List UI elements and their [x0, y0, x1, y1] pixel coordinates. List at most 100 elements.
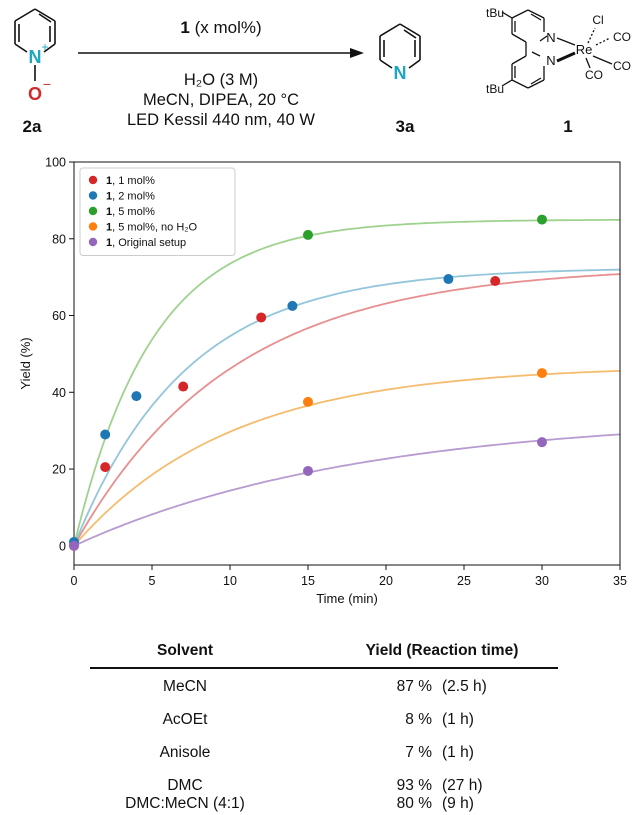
product-n-atom: N	[394, 63, 407, 83]
condition-line-2: MeCN, DIPEA, 20 °C	[142, 91, 300, 109]
x-tick-label: 25	[457, 574, 471, 588]
rhenium-catalyst-structure	[501, 9, 613, 89]
catalyst-co3-ligand: CO	[585, 68, 603, 82]
y-tick-label: 100	[45, 156, 66, 170]
data-point-series-5	[537, 437, 547, 448]
data-point-series-2	[131, 391, 142, 402]
condition-line-3: LED Kessil 440 nm, 40 W	[127, 111, 315, 129]
table-row: DMC 93 % (27 h)	[90, 769, 560, 802]
x-axis-label: Time (min)	[316, 591, 378, 606]
row-time: (2.5 h)	[442, 678, 487, 695]
substrate-n-atom: N	[29, 47, 42, 67]
x-tick-label: 30	[535, 574, 549, 588]
fit-curve-series-3	[73, 219, 620, 547]
row-solvent: DMC:MeCN (4:1)	[125, 795, 245, 812]
arrow-reagent-label: 1 (x mol%)	[90, 18, 352, 38]
tbu-bottom-label: tBu	[486, 82, 504, 96]
legend-entry: 1, 5 mol%	[106, 206, 155, 218]
catalyst-n2-atom: N	[546, 53, 555, 68]
product-label: 3a	[396, 117, 415, 136]
row-solvent: AcOEt	[162, 711, 208, 728]
arrow-reagent-text: (x mol%)	[189, 18, 262, 37]
row-time: (27 h)	[442, 777, 483, 794]
data-point-series-1	[178, 381, 189, 392]
row-time: (9 h)	[442, 795, 474, 812]
header-solvent: Solvent	[157, 642, 213, 659]
legend-entry: 1, 2 mol%	[106, 191, 155, 203]
table-row: DMC:MeCN (4:1) 80 % (9 h)	[90, 795, 560, 815]
substrate-minus-charge: −	[43, 76, 51, 92]
data-point-series-5	[303, 465, 313, 476]
row-yield: 93 %	[396, 777, 432, 794]
data-point-series-5	[69, 540, 79, 551]
table-row: Anisole 7 % (1 h)	[90, 736, 560, 769]
y-axis-label: Yield (%)	[18, 337, 33, 389]
data-point-series-1	[490, 275, 501, 286]
row-solvent: MeCN	[163, 678, 207, 695]
catalyst-co2-ligand: CO	[613, 59, 631, 73]
legend-marker	[88, 175, 98, 185]
row-time: (1 h)	[442, 711, 474, 728]
table-header-divider	[90, 667, 558, 669]
legend-marker	[88, 222, 98, 231]
x-tick-label: 5	[149, 574, 156, 588]
data-point-series-1	[100, 462, 111, 473]
fit-curve-series-5	[73, 433, 621, 547]
fit-curve-series-1	[73, 273, 621, 547]
data-point-series-3	[303, 229, 313, 240]
substrate-o-atom: O	[28, 84, 42, 104]
row-solvent: Anisole	[159, 744, 211, 761]
data-point-series-2	[287, 300, 298, 311]
x-tick-label: 0	[71, 574, 78, 588]
legend-entry: 1, Original setup	[106, 237, 186, 249]
yield-time-chart: 0 5 10 15 20 25 30 35 0 20 40 60 80 100 Time (min) Yiel…	[18, 156, 627, 607]
table-header-row: Solvent Yield (Reaction time)	[90, 634, 560, 667]
row-yield: 80 %	[396, 795, 432, 812]
row-time: (1 h)	[442, 744, 474, 761]
x-tick-label: 35	[613, 574, 627, 588]
catalyst-label: 1	[563, 117, 572, 136]
data-point-series-4	[537, 368, 547, 379]
legend-entry: 1, 5 mol%, no H₂O	[106, 222, 198, 234]
legend-marker	[88, 206, 98, 216]
fit-curve-series-4	[73, 370, 621, 547]
catalyst-n1-atom: N	[546, 30, 555, 45]
row-yield: 7 %	[405, 744, 432, 761]
table-row: MeCN 87 % (2.5 h)	[90, 670, 560, 703]
condition-line-1: H₂O (3 M)	[183, 71, 259, 89]
data-point-series-4	[303, 396, 313, 407]
substrate-label: 2a	[23, 117, 42, 136]
catalyst-co1-ligand: CO	[613, 30, 631, 44]
y-tick-label: 60	[52, 309, 66, 323]
reaction-scheme: N + O − 2a N 3a	[14, 6, 631, 136]
data-point-series-3	[537, 214, 547, 225]
y-tick-label: 20	[52, 463, 66, 477]
table-row: AcOEt 8 % (1 h)	[90, 703, 560, 736]
y-tick-label: 0	[59, 539, 66, 553]
x-tick-label: 10	[223, 574, 237, 588]
row-yield: 8 %	[405, 711, 432, 728]
legend-box	[79, 167, 236, 256]
arrow-reagent-bold: 1	[180, 18, 190, 37]
legend-entry: 1, 1 mol%	[106, 175, 155, 187]
substrate-plus-charge: +	[41, 40, 48, 54]
y-tick-label: 80	[52, 232, 66, 246]
legend-marker	[88, 191, 98, 200]
y-tick-label: 40	[52, 386, 66, 400]
header-yield: Yield (Reaction time)	[365, 642, 519, 659]
legend-marker	[88, 237, 98, 247]
x-tick-label: 20	[379, 574, 393, 588]
data-point-series-2	[443, 274, 454, 285]
fit-curve-series-2	[73, 268, 621, 547]
data-point-series-1	[256, 312, 267, 323]
data-point-series-2	[100, 429, 111, 440]
tbu-top-label: tBu	[486, 6, 504, 20]
reaction-arrow-head	[350, 48, 364, 58]
plot-frame	[73, 161, 621, 566]
pyridine-n-oxide-structure	[14, 8, 56, 81]
row-solvent: DMC	[167, 777, 203, 794]
x-tick-label: 15	[301, 574, 315, 588]
catalyst-re-atom: Re	[576, 42, 593, 57]
row-yield: 87 %	[396, 678, 432, 695]
pyridine-structure	[379, 23, 421, 69]
